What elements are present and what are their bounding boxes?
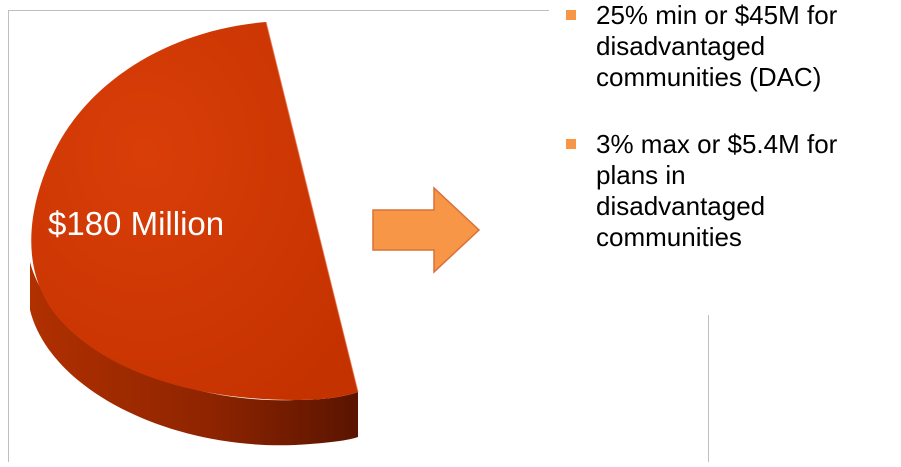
frame-left-line (8, 10, 9, 462)
bullet-item-plans-maximum: 3% max or $5.4M for plans in disadvantag… (562, 129, 901, 253)
bullet-line: communities (596, 222, 742, 252)
frame-top-line (8, 10, 549, 11)
pie-top (31, 22, 358, 400)
square-bullet-icon (566, 139, 576, 149)
pie-side (30, 262, 358, 446)
bullet-line: 25% min or $45M for (596, 0, 838, 30)
bullet-line: disadvantaged (596, 191, 766, 221)
frame-right-line (708, 315, 709, 462)
bullet-line: plans in (596, 160, 686, 190)
pie-label: $180 Million (48, 205, 225, 242)
right-arrow-icon (372, 186, 482, 281)
bullet-item-dac-minimum: 25% min or $45M for disadvantaged commun… (562, 0, 901, 93)
pie-edge-highlight (265, 21, 359, 393)
funding-bullet-list: 25% min or $45M for disadvantaged commun… (562, 0, 901, 289)
funding-pie: $180 Million (0, 0, 380, 467)
bullet-line: communities (DAC) (596, 62, 822, 92)
bullet-line: 3% max or $5.4M for (596, 129, 838, 159)
square-bullet-icon (566, 10, 576, 20)
funding-pie-graphic (30, 21, 359, 446)
bullet-line: disadvantaged (596, 31, 766, 61)
